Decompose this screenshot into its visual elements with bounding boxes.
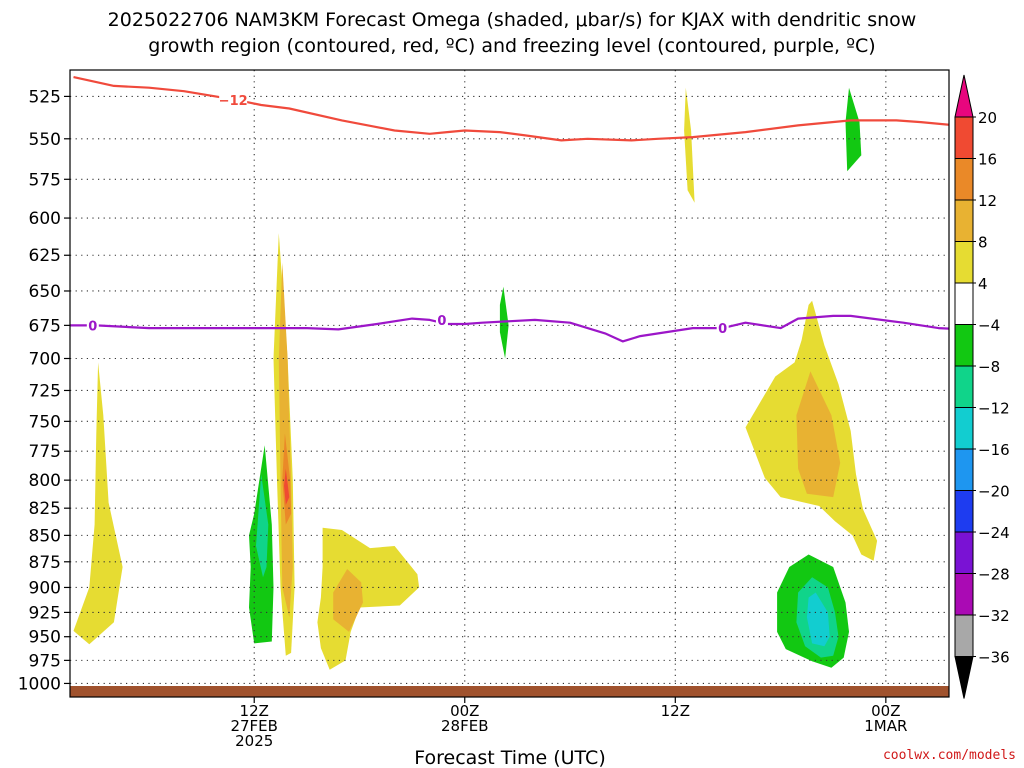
- x-tick-label: 28FEB: [441, 717, 488, 735]
- colorbar-label: −16: [978, 441, 1010, 459]
- contour-layer: −12−120 00: [70, 76, 949, 343]
- colorbar-label: −12: [978, 400, 1010, 418]
- omega-area: [806, 592, 830, 647]
- contour-label: 0: [718, 322, 727, 337]
- omega-area: [73, 362, 123, 645]
- axes-layer: 525 550 575 600 625 650 675 700 725 750 775 800 825 8…: [18, 87, 908, 750]
- y-tick-label: 1000: [18, 674, 61, 694]
- colorbar-label: 16: [978, 151, 997, 169]
- contour-label: 0: [437, 314, 446, 329]
- y-tick-label: 700: [29, 349, 61, 369]
- y-tick-label: 850: [29, 526, 61, 546]
- x-tick-label: 12Z: [240, 702, 269, 720]
- omega-area: [256, 474, 269, 578]
- contour-label-bg: [86, 318, 99, 333]
- contour-label-bg: [716, 321, 729, 336]
- colorbar-label: −8: [978, 358, 1000, 376]
- y-tick-label: 600: [29, 209, 61, 229]
- y-tick-label: 950: [29, 628, 61, 648]
- y-tick-label: 625: [29, 246, 61, 266]
- colorbar-swatch: [954, 614, 974, 657]
- colorbar-swatch: [954, 448, 974, 491]
- colorbar: 20 16 12 8 4 −4 −8 −12 −16 −20 −24 −28 −32 −36: [954, 74, 1010, 699]
- omega-area: [333, 569, 363, 632]
- y-tick-label: 875: [29, 553, 61, 573]
- y-tick-label: 525: [29, 87, 61, 107]
- colorbar-swatch: [954, 241, 974, 284]
- terrain-band: [70, 686, 949, 697]
- contour-label-bg: [219, 92, 248, 107]
- colorbar-label: −4: [978, 317, 1000, 335]
- y-tick-label: 575: [29, 170, 61, 190]
- colorbar-swatch: [954, 407, 974, 450]
- colorbar-arrow-bottom: [954, 656, 974, 699]
- y-tick-label: 675: [29, 316, 61, 336]
- y-tick-label: 550: [29, 130, 61, 150]
- colorbar-swatch: [954, 531, 974, 574]
- colorbar-label: 20: [978, 109, 997, 127]
- colorbar-swatch: [954, 116, 974, 159]
- omega-area: [796, 371, 841, 498]
- x-tick-label: 00Z: [871, 702, 900, 720]
- colorbar-label: −36: [978, 649, 1010, 667]
- colorbar-swatch: [954, 573, 974, 616]
- x-tick-label: 00Z: [450, 702, 479, 720]
- y-tick-label: 725: [29, 381, 61, 401]
- contour-line: [70, 314, 949, 343]
- colorbar-label: −28: [978, 566, 1010, 584]
- colorbar-swatch: [954, 158, 974, 201]
- chart-title-line1: 2025022706 NAM3KM Forecast Omega (shaded…: [107, 9, 917, 31]
- plot-frame: [69, 69, 950, 698]
- colorbar-label: 4: [978, 275, 988, 293]
- omega-area: [317, 527, 420, 670]
- y-tick-label: 825: [29, 499, 61, 519]
- colorbar-label: −20: [978, 483, 1010, 501]
- colorbar-label: 12: [978, 192, 997, 210]
- colorbar-swatch: [954, 324, 974, 367]
- x-tick-label: 2025: [235, 732, 273, 750]
- x-tick-label: 1MAR: [864, 717, 907, 735]
- colorbar-swatch: [954, 199, 974, 242]
- x-axis-label: Forecast Time (UTC): [414, 747, 605, 768]
- contour-label: −12: [219, 94, 248, 109]
- omega-area: [278, 262, 293, 618]
- x-tick-label: 27FEB: [230, 717, 277, 735]
- colorbar-arrow-top: [954, 74, 974, 118]
- y-tick-label: 650: [29, 282, 61, 302]
- omega-area: [684, 87, 695, 203]
- omega-area: [284, 468, 290, 505]
- y-tick-label: 775: [29, 442, 61, 462]
- omega-area: [499, 286, 509, 359]
- contour-label-bg: [435, 312, 448, 327]
- colorbar-label: −24: [978, 524, 1010, 542]
- grid-layer: [70, 70, 949, 697]
- y-tick-label: 750: [29, 412, 61, 432]
- contour-label: 0: [88, 319, 97, 334]
- contour-line: [73, 76, 949, 142]
- omega-area: [845, 87, 862, 172]
- y-tick-label: 900: [29, 578, 61, 598]
- chart-title-line2: growth region (contoured, red, ºC) and f…: [148, 35, 876, 57]
- omega-shading-layer: [73, 87, 878, 670]
- colorbar-swatch: [954, 365, 974, 408]
- colorbar-label: −32: [978, 607, 1010, 625]
- x-tick-label: 12Z: [661, 702, 690, 720]
- y-tick-label: 925: [29, 603, 61, 623]
- colorbar-label: 8: [978, 234, 988, 252]
- y-tick-label: 800: [29, 471, 61, 491]
- colorbar-swatch: [954, 282, 974, 325]
- y-tick-label: 975: [29, 651, 61, 671]
- colorbar-swatch: [954, 490, 974, 533]
- source-credit: coolwx.com/models: [882, 748, 1016, 763]
